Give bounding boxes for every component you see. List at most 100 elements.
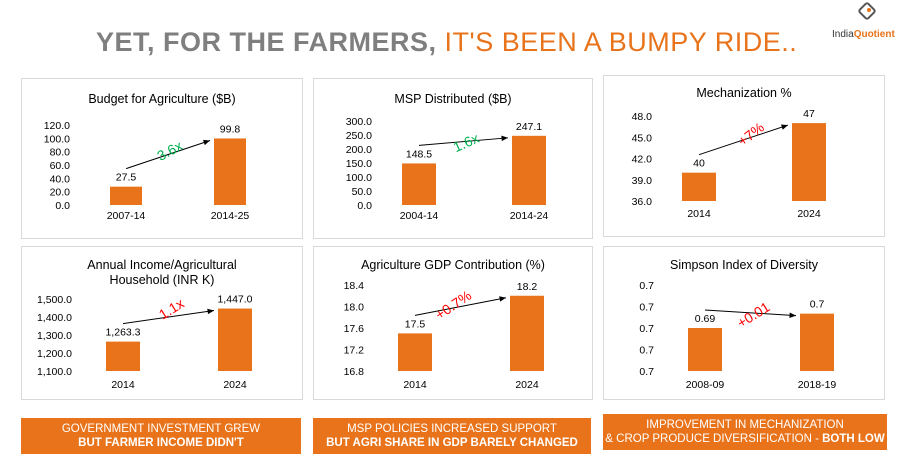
category-label: 2014-24	[510, 210, 549, 222]
banner-2-line1: MSP POLICIES INCREASED SUPPORT	[347, 423, 557, 435]
bar-value-label: 40	[693, 158, 705, 170]
category-label: 2024	[797, 208, 821, 220]
bar-value-label: 47	[803, 108, 815, 120]
trend-arrow-line	[704, 309, 797, 317]
chart-simpson: Simpson Index of Diversity 0.7 0.7 0.7 0.7 0.…	[639, 258, 837, 391]
chart-mechanization: Mechanization % 36.0 39.0 42.0 45.0 48.0 40 201…	[632, 86, 826, 220]
y-tick-label: 200.0	[346, 144, 372, 156]
bar	[110, 186, 142, 205]
trend-arrow-head	[499, 296, 506, 302]
bar-value-label: 18.2	[517, 281, 538, 293]
chart-panel-budget: Budget for Agriculture ($B) 0.0 20.0 40.0 60…	[21, 78, 303, 239]
bar-value-label: 247.1	[516, 121, 542, 133]
bar	[800, 313, 834, 371]
y-tick-label: 0.7	[639, 280, 654, 292]
bar-value-label: 17.5	[405, 318, 426, 330]
y-tick-label: 48.0	[632, 111, 653, 123]
trend-arrow-head	[203, 139, 210, 146]
y-tick-label: 36.0	[632, 196, 653, 208]
category-label: 2008-09	[686, 379, 725, 391]
banner-2-line2: BUT AGRI SHARE IN GDP BARELY CHANGED	[326, 437, 578, 449]
bar-value-label: 99.8	[220, 123, 241, 135]
y-tick-label: 0.7	[639, 366, 654, 378]
logo-mark-icon	[858, 2, 876, 20]
y-tick-label: 39.0	[632, 175, 653, 187]
y-tick-label: 1,300.0	[37, 330, 72, 342]
summary-banner-2: MSP POLICIES INCREASED SUPPORT BUT AGRI …	[313, 418, 591, 454]
y-tick-label: 0.0	[357, 200, 372, 212]
chart-title: Simpson Index of Diversity	[670, 258, 819, 272]
bar	[218, 308, 252, 371]
y-tick-label: 60.0	[50, 160, 71, 172]
category-label: 2014	[111, 379, 135, 391]
category-label: 2014	[687, 208, 711, 220]
y-tick-label: 18.4	[344, 280, 365, 292]
trend-arrow-line	[414, 297, 507, 316]
category-label: 2014	[403, 379, 427, 391]
y-tick-label: 1,500.0	[37, 294, 72, 306]
y-tick-label: 100.0	[44, 133, 70, 145]
trend-arrow-line	[125, 139, 211, 170]
y-tick-label: 45.0	[632, 132, 653, 144]
y-tick-label: 150.0	[346, 158, 372, 170]
y-tick-label: 80.0	[50, 147, 71, 159]
bar	[688, 328, 722, 371]
bar-value-label: 27.5	[116, 172, 137, 184]
y-tick-label: 300.0	[346, 116, 372, 128]
y-tick-label: 20.0	[50, 187, 71, 199]
growth-annotation: 3.6x	[154, 137, 185, 164]
bar	[682, 172, 716, 201]
chart-title: MSP Distributed ($B)	[394, 92, 511, 106]
bar-value-label: 1,447.0	[217, 294, 252, 306]
logo: IndiaQuotient	[826, 2, 900, 42]
bar-value-label: 1,263.3	[105, 327, 140, 339]
y-tick-label: 17.2	[344, 345, 365, 357]
y-tick-label: 0.7	[639, 345, 654, 357]
growth-annotation: +7%	[735, 119, 767, 149]
logo-text: IndiaQuotient	[832, 29, 895, 40]
bar	[402, 163, 436, 205]
y-tick-label: 120.0	[44, 120, 70, 132]
category-label: 2024	[515, 379, 539, 391]
banner-3-line2-bold: BOTH LOW	[822, 433, 885, 445]
bar	[510, 295, 544, 371]
bar	[106, 341, 140, 371]
chart-gdp: Agriculture GDP Contribution (%) 16.8 17.2…	[344, 258, 545, 391]
chart-budget: Budget for Agriculture ($B) 0.020.0 40.060…	[44, 92, 250, 222]
chart-title: Budget for Agriculture ($B)	[88, 92, 235, 106]
bar	[214, 138, 246, 205]
trend-arrow-head	[501, 135, 508, 142]
trend-arrow-head	[207, 308, 214, 315]
y-tick-label: 250.0	[346, 130, 372, 142]
chart-panel-msp: MSP Distributed ($B) 0.0 50.0 100.0 150.0 200…	[313, 78, 593, 239]
y-tick-label: 50.0	[352, 186, 373, 198]
banner-1-line1: GOVERNMENT INVESTMENT GREW	[61, 423, 261, 435]
banner-1-line2: BUT FARMER INCOME DIDN'T	[78, 437, 244, 449]
category-label: 2018-19	[798, 379, 837, 391]
growth-annotation: 1.6x	[451, 130, 482, 155]
title-part1: YET, FOR THE FARMERS,	[96, 27, 437, 57]
chart-msp: MSP Distributed ($B) 0.0 50.0 100.0 150.0 200…	[346, 92, 549, 222]
y-tick-label: 100.0	[346, 172, 372, 184]
bar	[512, 135, 546, 205]
y-tick-label: 1,200.0	[37, 348, 72, 360]
y-tick-label: 0.0	[55, 200, 70, 212]
bar	[398, 333, 432, 371]
y-tick-label: 0.7	[639, 323, 654, 335]
trend-arrow-line	[122, 310, 215, 325]
chart-title: Mechanization %	[696, 86, 791, 100]
trend-arrow-head	[781, 124, 788, 130]
y-tick-label: 18.0	[344, 302, 365, 314]
growth-annotation: +0.01	[734, 298, 773, 330]
logo-text-accent: Quotient	[853, 29, 895, 40]
y-tick-label: 17.6	[344, 323, 365, 335]
y-tick-label: 42.0	[632, 154, 653, 166]
bar-value-label: 148.5	[406, 148, 432, 160]
bar-value-label: 0.69	[695, 313, 716, 325]
chart-panel-gdp: Agriculture GDP Contribution (%) 16.8 17.2…	[313, 246, 593, 400]
y-tick-label: 16.8	[344, 366, 365, 378]
y-tick-label: 1,400.0	[37, 312, 72, 324]
banner-3-line2: & CROP PRODUCE DIVERSIFICATION - BOTH LO…	[603, 432, 887, 446]
y-tick-label: 0.7	[639, 302, 654, 314]
chart-panel-simpson: Simpson Index of Diversity 0.7 0.7 0.7 0.7 0.…	[603, 246, 885, 400]
